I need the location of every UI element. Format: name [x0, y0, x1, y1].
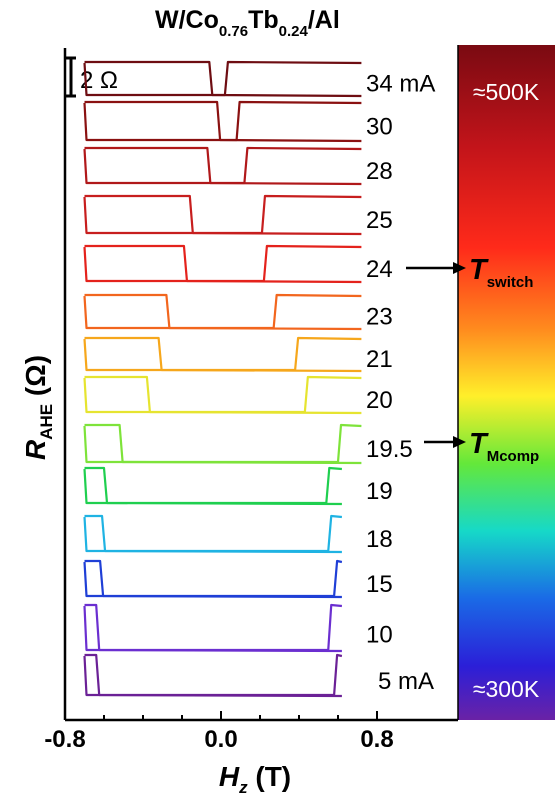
curve-branch-up	[83, 194, 362, 235]
curve-branch-down	[84, 100, 362, 143]
curve-label: 30	[366, 114, 393, 141]
curve-branch-up	[83, 603, 343, 652]
axis-ticks	[64, 711, 378, 720]
curve-branch-down	[84, 423, 362, 465]
curve-branch-down	[84, 293, 362, 331]
curve-label: 28	[366, 158, 393, 185]
curve-branch-up	[83, 100, 362, 142]
curve-label: 34 mA	[366, 70, 435, 97]
curve-branch-up	[83, 60, 362, 97]
curve-label: 20	[366, 387, 393, 414]
curve-label: 24	[366, 256, 393, 283]
curve-label: 5 mA	[378, 668, 434, 695]
curve-label: 19	[366, 478, 393, 505]
curve-branch-down	[84, 466, 342, 506]
curve-label: 15	[366, 571, 393, 598]
curve-label: 18	[366, 526, 393, 553]
curve-branch-up	[83, 423, 362, 464]
t-switch-annotation: Tswitch	[469, 254, 533, 291]
colorbar-top-label: ≈500K	[473, 79, 540, 105]
curve-label: 25	[366, 207, 393, 234]
curve-label: 23	[366, 303, 393, 330]
temperature-colorbar	[458, 45, 555, 720]
curve-label: 10	[366, 621, 393, 648]
annotation-arrows	[406, 262, 466, 448]
curve-branch-up	[83, 559, 343, 598]
curve-labels: 34 mA 30 28 25 24 23 21 20 19.5 19 18 15 10 5 mA	[366, 70, 435, 695]
curve-branch-down	[84, 375, 362, 415]
x-tick-label: 0.8	[360, 726, 393, 753]
curve-branch-down	[84, 60, 362, 98]
curve-branch-up	[83, 375, 362, 414]
curve-branch-up	[83, 653, 343, 697]
curve-branch-down	[84, 146, 362, 186]
y-axis-label: RAHE (Ω)	[20, 355, 56, 460]
x-tick-label: 0.0	[204, 726, 237, 753]
curve-branch-down	[84, 194, 362, 236]
curve-branch-up	[83, 336, 362, 372]
curve-branch-up	[83, 146, 362, 185]
curve-branch-down	[84, 244, 362, 284]
t-mcomp-annotation: TMcomp	[469, 428, 539, 465]
curve-branch-up	[83, 466, 342, 505]
curve-branch-down	[84, 336, 362, 373]
x-axis-label: Hz (T)	[219, 761, 291, 797]
curve-label: 19.5	[366, 436, 413, 463]
curve-branch-down	[84, 514, 342, 554]
hysteresis-curves	[83, 60, 362, 698]
scale-bar	[66, 56, 76, 98]
curve-branch-up	[83, 293, 362, 330]
chart-title: W/Co0.76Tb0.24/Al	[155, 6, 340, 40]
x-tick-label: -0.8	[44, 726, 85, 753]
curve-branch-down	[84, 559, 342, 599]
curve-branch-up	[83, 244, 362, 283]
curve-label: 21	[366, 346, 393, 373]
curve-branch-up	[83, 514, 343, 553]
curve-branch-down	[84, 653, 342, 698]
colorbar-bottom-label: ≈300K	[473, 676, 540, 702]
curve-branch-down	[84, 603, 342, 653]
